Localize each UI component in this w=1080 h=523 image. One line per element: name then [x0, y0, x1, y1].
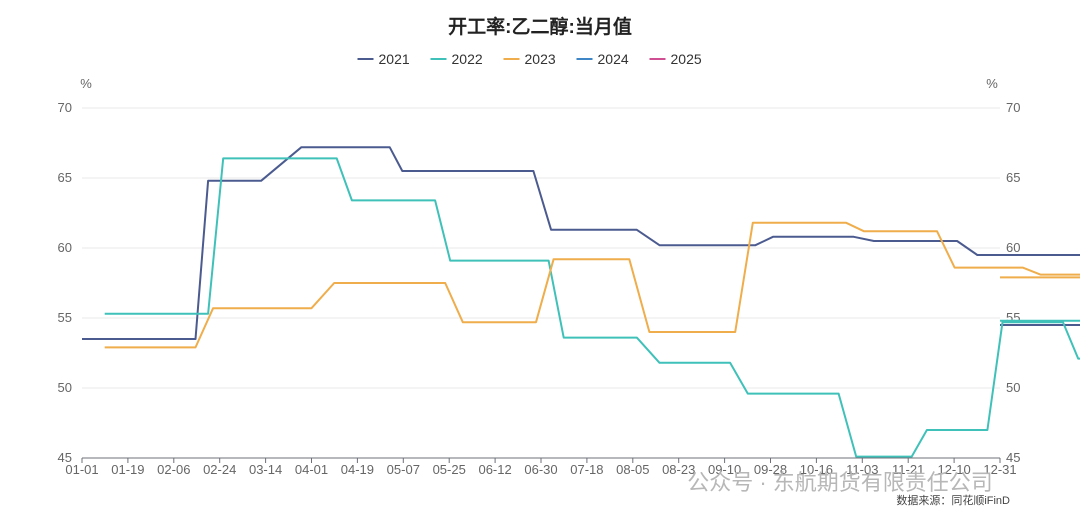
legend-label-2021: 2021 — [379, 51, 410, 67]
x-tick-label-08-05: 08-05 — [616, 462, 649, 477]
y-axis-unit-left: % — [80, 76, 92, 91]
y-tick-left-60: 60 — [58, 240, 72, 255]
x-tick-label-10-16: 10-16 — [800, 462, 833, 477]
plot-area — [82, 146, 1080, 458]
y-tick-left-45: 45 — [58, 450, 72, 465]
y-tick-right-65: 65 — [1006, 170, 1020, 185]
y-tick-right-70: 70 — [1006, 100, 1020, 115]
x-tick-label-05-07: 05-07 — [387, 462, 420, 477]
x-tick-label-11-21: 11-21 — [892, 462, 924, 477]
x-tick-label-07-18: 07-18 — [570, 462, 603, 477]
x-tick-label-08-23: 08-23 — [662, 462, 695, 477]
y-tick-right-60: 60 — [1006, 240, 1020, 255]
x-tick-label-06-12: 06-12 — [478, 462, 511, 477]
x-tick-label-04-19: 04-19 — [341, 462, 374, 477]
y-tick-left-50: 50 — [58, 380, 72, 395]
legend-label-2022: 2022 — [452, 51, 483, 67]
x-tick-label-02-24: 02-24 — [203, 462, 236, 477]
legend: 2021 2022 2023 2024 2025 — [357, 51, 702, 67]
legend-label-2024: 2024 — [598, 51, 629, 67]
x-tick-label-09-10: 09-10 — [708, 462, 741, 477]
series-line-2023 — [104, 221, 1080, 349]
x-tick-label-01-01: 01-01 — [65, 462, 98, 477]
x-tick-label-05-25: 05-25 — [433, 462, 466, 477]
x-tick-label-06-30: 06-30 — [524, 462, 557, 477]
x-tick-label-03-14: 03-14 — [249, 462, 282, 477]
y-tick-right-45: 45 — [1006, 450, 1020, 465]
legend-label-2023: 2023 — [525, 51, 556, 67]
x-tick-label-09-28: 09-28 — [754, 462, 787, 477]
y-axis-unit-right: % — [986, 76, 998, 91]
y-tick-left-55: 55 — [58, 310, 72, 325]
y-tick-left-70: 70 — [58, 100, 72, 115]
x-tick-label-12-31: 12-31 — [983, 462, 1016, 477]
series-line-2021 — [82, 146, 1080, 340]
watermark: 公众号 · 东航期货有限责任公司 — [687, 470, 993, 495]
x-tick-label-04-01: 04-01 — [295, 462, 328, 477]
data-source-note: 数据来源：同花顺iFinD — [896, 493, 1010, 507]
x-tick-label-01-19: 01-19 — [111, 462, 144, 477]
x-axis: 01-01 01-19 02-06 02-24 03-14 04-01 04-19 05-07… — [65, 457, 1017, 477]
x-tick-label-12-10: 12-10 — [937, 462, 970, 477]
chart-title: 开工率:乙二醇:当月值 — [448, 15, 632, 38]
x-tick-label-02-06: 02-06 — [157, 462, 190, 477]
series-line-2022 — [104, 157, 1080, 458]
legend-label-2025: 2025 — [671, 51, 702, 67]
y-tick-right-50: 50 — [1006, 380, 1020, 395]
x-tick-label-11-03: 11-03 — [846, 462, 878, 477]
y-tick-left-65: 65 — [58, 170, 72, 185]
